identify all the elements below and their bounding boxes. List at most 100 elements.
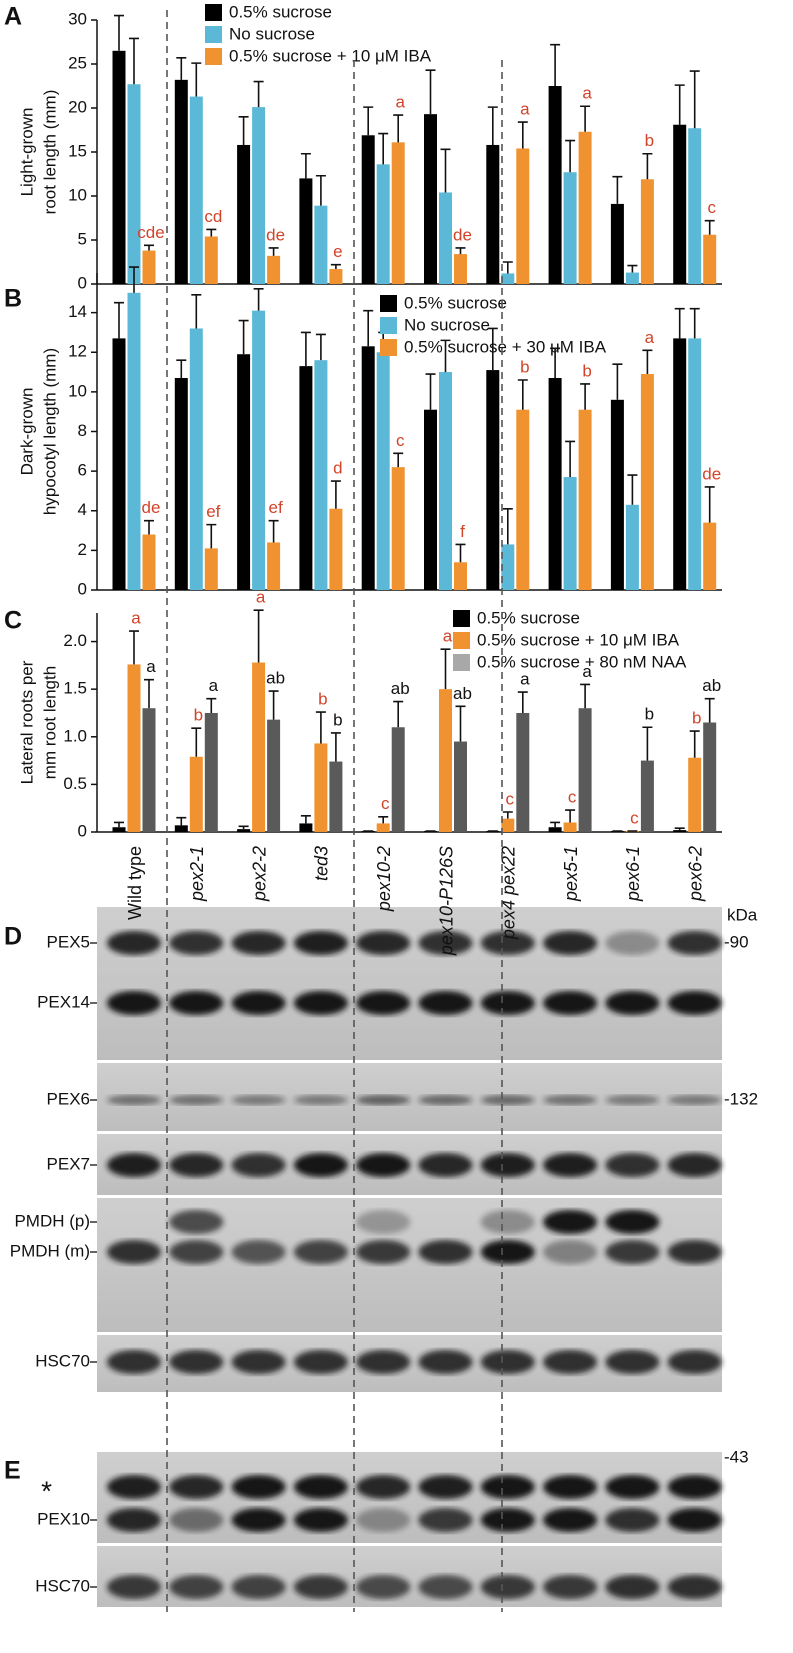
band bbox=[293, 1508, 348, 1532]
bar bbox=[439, 192, 452, 284]
error-bar bbox=[517, 691, 528, 713]
error-bar bbox=[502, 261, 513, 274]
error-bar bbox=[425, 373, 436, 410]
bar bbox=[314, 360, 328, 590]
error-bar bbox=[268, 690, 279, 720]
bar bbox=[424, 409, 437, 590]
y-tick-label: 30 bbox=[68, 9, 87, 28]
bar bbox=[548, 378, 562, 590]
band bbox=[605, 1153, 660, 1177]
significance-letter: ab bbox=[702, 676, 721, 695]
y-tick-label: 1.5 bbox=[63, 679, 87, 698]
bar bbox=[625, 272, 639, 284]
band bbox=[169, 991, 224, 1015]
y-tick-label: 2 bbox=[78, 540, 87, 559]
error-bar bbox=[114, 14, 124, 51]
error-bar bbox=[440, 339, 451, 373]
significance-letter: ab bbox=[266, 669, 285, 688]
row-label: HSC70 bbox=[35, 1351, 90, 1370]
band bbox=[667, 991, 722, 1015]
error-bar bbox=[674, 84, 685, 125]
bar bbox=[267, 719, 281, 832]
bar bbox=[454, 254, 467, 284]
error-bar bbox=[455, 247, 466, 255]
legend-label: 0.5% sucrose + 10 μM IBA bbox=[229, 46, 432, 65]
band bbox=[169, 1475, 224, 1499]
error-bar bbox=[176, 57, 187, 80]
bar bbox=[424, 114, 437, 284]
x-tick-label: pex6-2 bbox=[685, 846, 705, 902]
error-bar bbox=[425, 69, 436, 115]
bar bbox=[252, 107, 266, 285]
error-bar bbox=[565, 440, 576, 478]
lane-dividers bbox=[166, 10, 503, 1612]
error-bar bbox=[627, 474, 638, 505]
band bbox=[169, 1153, 224, 1177]
error-bar bbox=[580, 105, 591, 132]
band bbox=[356, 1240, 411, 1264]
significance-letter: b bbox=[645, 705, 654, 724]
error-bar bbox=[315, 174, 326, 206]
error-bar bbox=[144, 519, 154, 535]
y-tick-label: 12 bbox=[68, 342, 87, 361]
band bbox=[293, 1240, 348, 1264]
band bbox=[356, 991, 411, 1015]
significance-letter: c bbox=[630, 809, 639, 828]
band bbox=[543, 991, 598, 1015]
row-label: PEX7 bbox=[47, 1154, 90, 1173]
y-tick-label: 10 bbox=[68, 381, 87, 400]
significance-letter: a bbox=[582, 662, 592, 681]
error-bar bbox=[300, 815, 311, 824]
significance-letter: c bbox=[568, 788, 577, 807]
error-bar bbox=[330, 732, 341, 762]
bar bbox=[640, 374, 654, 590]
band bbox=[107, 991, 161, 1015]
legend-swatch bbox=[205, 48, 222, 65]
x-tick-label: Wild type bbox=[125, 846, 145, 920]
legend-swatch bbox=[380, 295, 397, 312]
band bbox=[543, 1350, 598, 1374]
band bbox=[169, 1508, 224, 1532]
error-bar bbox=[206, 228, 217, 237]
significance-letter: a bbox=[395, 93, 405, 112]
error-bar bbox=[550, 821, 561, 828]
band bbox=[605, 1575, 660, 1599]
y-tick-label: 25 bbox=[68, 53, 87, 72]
bar bbox=[142, 534, 156, 590]
bar bbox=[376, 352, 390, 590]
error-bar bbox=[268, 519, 279, 543]
band bbox=[418, 1575, 473, 1599]
bar bbox=[314, 743, 328, 832]
error-bar bbox=[144, 244, 154, 251]
band bbox=[667, 1508, 722, 1532]
band bbox=[605, 1210, 660, 1234]
y-tick-label: 4 bbox=[78, 500, 87, 519]
legend-swatch bbox=[205, 26, 222, 43]
band bbox=[480, 1475, 535, 1499]
band bbox=[543, 1475, 598, 1499]
error-bar bbox=[363, 309, 374, 347]
band bbox=[480, 1575, 535, 1599]
y-axis-label: mm root length bbox=[40, 666, 59, 779]
y-axis-label: hypocotyl length (mm) bbox=[40, 348, 59, 515]
bar bbox=[361, 135, 375, 284]
error-bar bbox=[330, 263, 341, 270]
bar bbox=[439, 689, 452, 832]
bar bbox=[391, 142, 405, 284]
row-label: HSC70 bbox=[35, 1576, 90, 1595]
band bbox=[667, 1475, 722, 1499]
bar bbox=[299, 178, 313, 284]
bar bbox=[112, 50, 126, 284]
bar bbox=[454, 562, 467, 590]
error-bar bbox=[674, 827, 685, 831]
error-bar bbox=[689, 70, 700, 129]
bar bbox=[252, 310, 266, 590]
significance-letter: b bbox=[333, 710, 342, 729]
bar bbox=[610, 203, 624, 284]
bar bbox=[237, 829, 251, 832]
panel-label: A bbox=[4, 3, 22, 31]
error-bar bbox=[502, 811, 513, 819]
band bbox=[543, 1508, 598, 1532]
bar bbox=[391, 467, 405, 590]
y-tick-label: 10 bbox=[68, 185, 87, 204]
